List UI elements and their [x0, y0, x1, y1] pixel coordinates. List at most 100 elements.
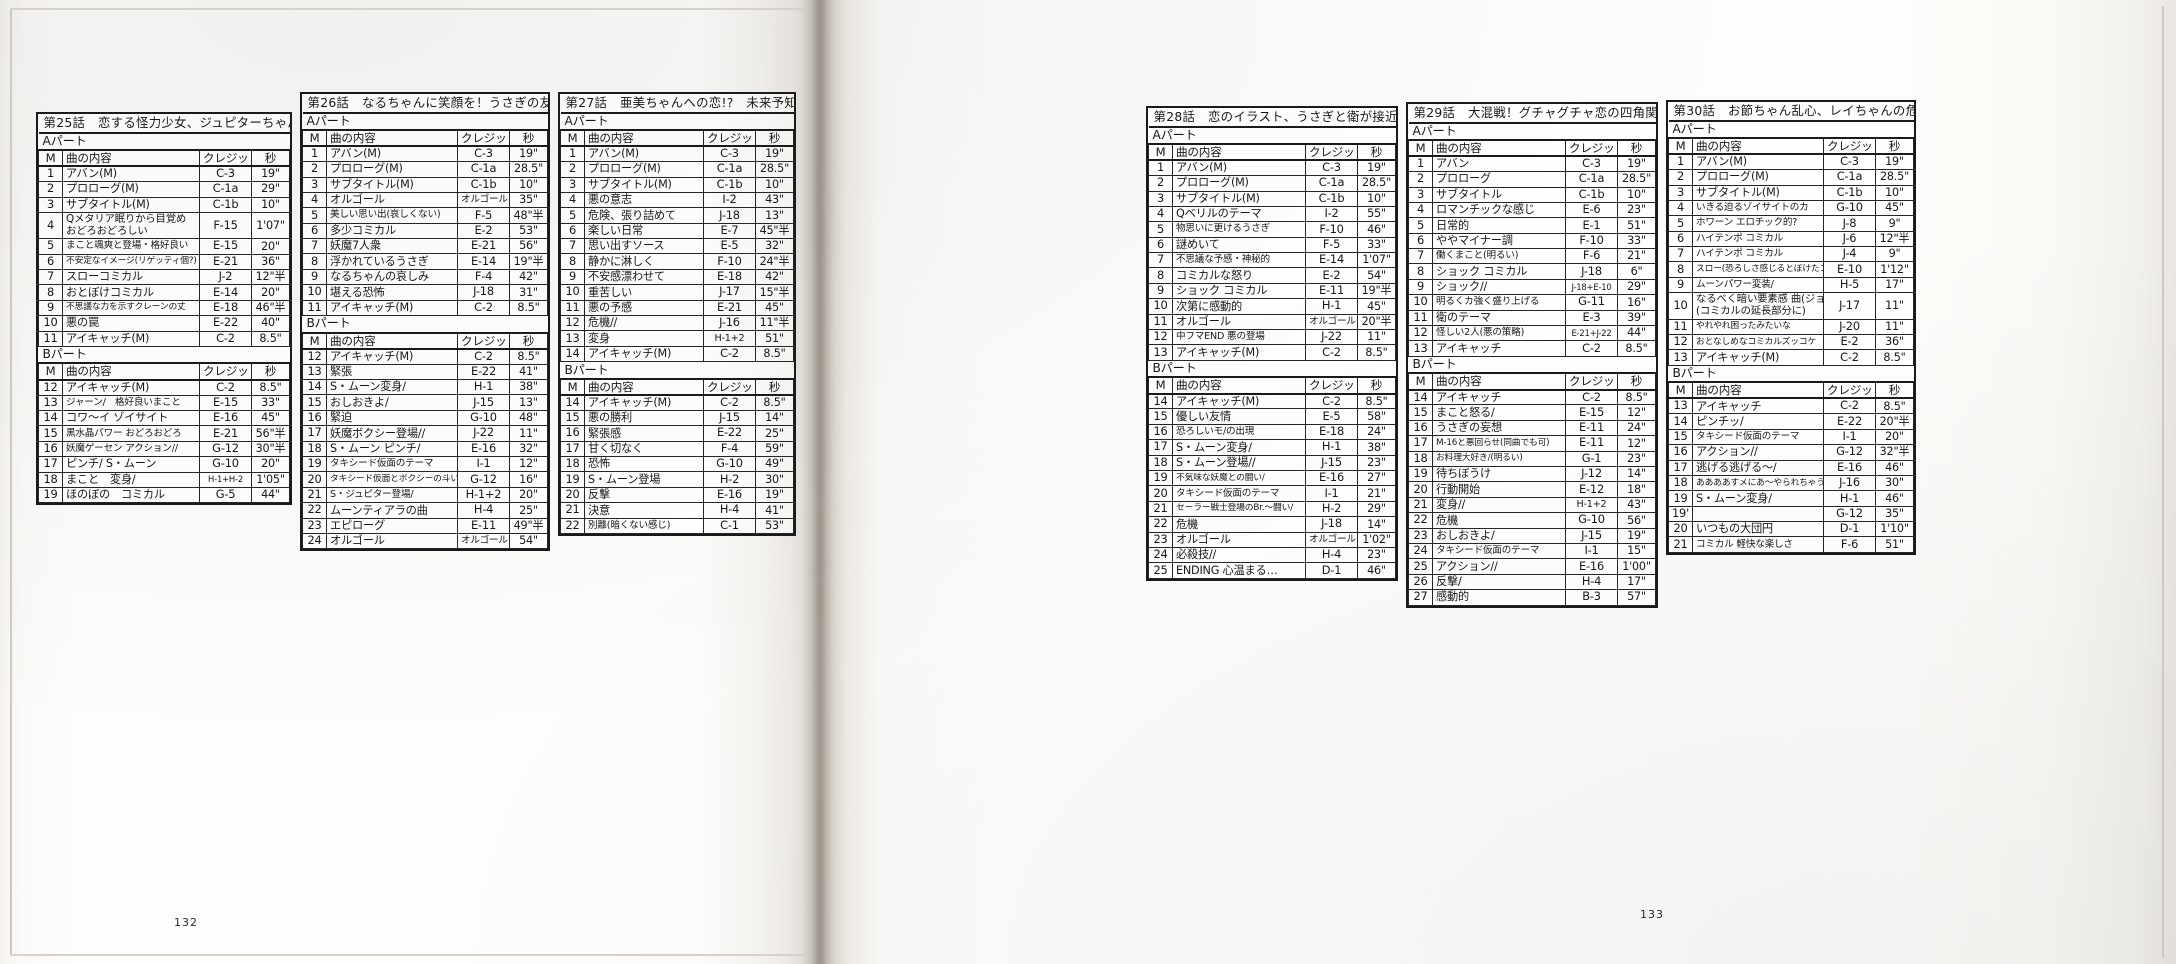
cue-seconds: 38" — [1357, 439, 1396, 456]
table-row: 15 まこと怒る/E-15 12" — [1408, 404, 1656, 421]
table-row: 11 アイキャッチ(M) C-2 8.5" — [302, 299, 548, 317]
cue-seconds: 23" — [1617, 201, 1656, 219]
cue-seconds: 19" — [1617, 527, 1656, 544]
cue-description: タキシード仮面のテーマ — [326, 456, 458, 473]
cue-credit: F-5 — [457, 207, 510, 224]
column-header-row: M曲の内容クレジット秒 — [1668, 137, 1914, 156]
cue-credit: E-14 — [1305, 252, 1358, 269]
cue-description: アイキャッチ(M) — [62, 379, 200, 396]
cue-number: 8 — [1408, 263, 1433, 280]
cue-credit: E-22 — [1823, 413, 1876, 430]
header-credit: クレジット — [199, 362, 252, 381]
table-row: 5 物思いに更けるうさぎ F-10 46" — [1148, 221, 1396, 238]
cue-seconds: 41" — [754, 502, 795, 519]
cue-description: サブタイトル(M) — [1692, 184, 1824, 201]
part-label: Aパート — [1668, 120, 1914, 139]
cue-credit: E-14 — [199, 284, 252, 301]
cue-seconds: 24" — [1617, 419, 1656, 437]
table-row: 8 浮かれているうさぎ E-14 19"半 — [302, 253, 548, 270]
cue-seconds: 28.5" — [1357, 175, 1396, 192]
cue-seconds: 25" — [509, 502, 548, 519]
cue-number: 1 — [1668, 153, 1693, 171]
table-row: 19' G-12 35" — [1668, 505, 1914, 523]
table-row: 6 ハイテンポ コミカル J-6 12"半 — [1668, 230, 1914, 248]
cue-number: 3 — [560, 176, 585, 193]
header-credit: クレジット — [199, 149, 252, 168]
part-a-row: Aパート — [302, 112, 548, 131]
cue-number: 20 — [560, 486, 585, 504]
table-row: 22 ムーンティアラの曲 H-4 25" — [302, 502, 548, 519]
cue-seconds: 45" — [754, 299, 795, 317]
cue-number: 9 — [38, 299, 63, 317]
cue-number: 19 — [302, 456, 327, 473]
part-b-row: Bパート — [1408, 355, 1656, 375]
cue-seconds: 49" — [754, 456, 795, 473]
cue-seconds: 9" — [1875, 246, 1914, 263]
cue-description: なるちゃんの哀しみ — [326, 268, 458, 286]
cue-number: 18 — [302, 440, 327, 458]
table-row: 18 まこと 変身/H-1+H-2 1'05" — [38, 471, 290, 488]
table-row: 18 ああああすメにあ～やられちゃう～! J-16 30" — [1668, 474, 1914, 492]
header-seconds: 秒 — [509, 332, 548, 350]
cue-credit: E-11 — [1565, 419, 1618, 437]
cue-credit: C-1b — [702, 176, 756, 193]
cue-number: 26 — [1408, 573, 1433, 591]
cue-credit: C-2 — [1305, 344, 1358, 361]
cue-seconds: 14" — [1357, 516, 1396, 533]
table-row: 11 悪の予感 E-21 45" — [560, 299, 795, 317]
cue-seconds: 39" — [1617, 309, 1656, 327]
cue-seconds: 1'12" — [1875, 261, 1914, 278]
cue-seconds: 42" — [509, 268, 548, 286]
cue-credit: C-2 — [702, 394, 756, 411]
cue-number: 21 — [1668, 536, 1693, 553]
cue-seconds: 12"半 — [1875, 230, 1914, 248]
table-row: 18 恐怖 G-10 49" — [560, 456, 795, 473]
cue-number: 11 — [38, 330, 63, 347]
cue-number: 2 — [1668, 169, 1693, 186]
cue-credit: H-4 — [1305, 546, 1358, 564]
table-row: 14 アイキャッチ(M) C-2 8.5" — [1148, 392, 1396, 410]
cue-credit: E-6 — [1565, 201, 1618, 219]
cue-seconds: 25" — [754, 425, 795, 442]
cue-credit: E-16 — [1565, 558, 1618, 575]
table-row: 14 コワ～イ ゾイサイト E-16 45" — [38, 409, 290, 427]
cue-description: 決意 — [584, 502, 704, 519]
table-row: 12 おとなしめなコミカルズッコケ E-2 36" — [1668, 333, 1914, 351]
cue-credit: C-2 — [199, 379, 252, 396]
cue-description: スロー(恐ろしさ感じるとぼけたコミカル — [1692, 261, 1824, 278]
table-row: 3 サブタイトル(M) C-1b 10" — [1668, 184, 1914, 201]
cue-description: 明るくカ強く盛り上げる — [1432, 294, 1566, 311]
column-header-row: M曲の内容クレジット秒 — [302, 332, 548, 350]
table-row: 20 いつもの大団円 D-1 1'10" — [1668, 521, 1914, 538]
cue-description: プロローグ(M) — [584, 161, 704, 178]
cue-credit: C-1a — [1565, 171, 1618, 188]
cue-credit: G-10 — [1823, 199, 1876, 217]
table-row: 19 S・ムーン登場 H-2 30" — [560, 471, 795, 488]
cue-seconds: 16" — [509, 471, 548, 488]
cue-credit: E-16 — [457, 440, 510, 458]
part-b-row: Bパート — [38, 345, 290, 365]
part-b-row: Bパート — [302, 315, 548, 334]
cue-description: オルゴール — [1172, 531, 1306, 548]
cue-description: いつもの大団円 — [1692, 521, 1824, 538]
table-row: 27 感動的 B-3 57" — [1408, 589, 1656, 606]
cue-number: 8 — [302, 253, 327, 270]
part-label: Aパート — [1408, 122, 1656, 141]
table-row: 9 なるちゃんの哀しみ F-4 42" — [302, 268, 548, 286]
cue-credit: C-2 — [1305, 392, 1358, 410]
cue-credit: H-1+H-2 — [199, 471, 252, 488]
table-row: 1 アバン(M) C-3 19" — [302, 145, 548, 163]
cue-seconds: 32" — [509, 440, 548, 458]
cue-credit: G-10 — [457, 409, 510, 427]
cue-number: 10 — [1668, 292, 1693, 320]
cue-sheet-table-ep25: 第25話 恋する怪力少女、ジュピターちゃんAパートM曲の内容クレジット秒1アバン… — [36, 112, 292, 506]
cue-credit: G-1 — [1565, 450, 1618, 468]
cue-description: オルゴール — [1172, 313, 1306, 331]
cue-seconds: 42" — [754, 268, 795, 286]
table-row: 6 楽しい日常 E-7 45"半 — [560, 222, 795, 240]
cue-credit: オルゴール — [1305, 313, 1358, 331]
cue-number: 4 — [1408, 201, 1433, 219]
cue-description: アバン(M) — [326, 145, 458, 163]
cue-number: 2 — [560, 161, 585, 178]
